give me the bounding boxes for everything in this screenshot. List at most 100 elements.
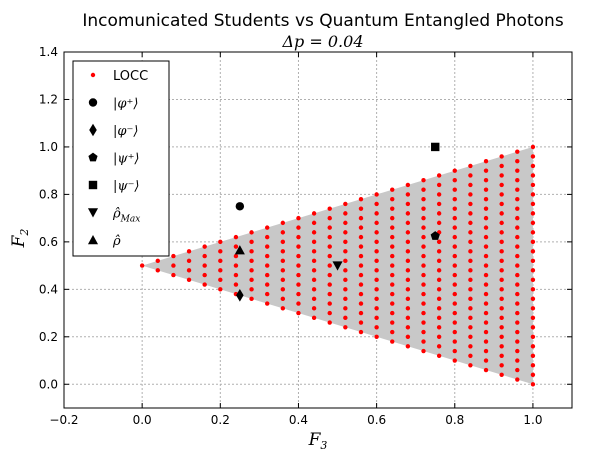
locc-point [390,244,395,249]
locc-point [343,220,348,226]
locc-point [405,258,411,264]
locc-point [515,177,520,183]
locc-point [358,253,364,259]
locc-point [374,258,379,264]
locc-point [515,206,520,211]
legend-label: ρ̂ [112,234,121,249]
locc-point [483,168,489,173]
locc-point [311,296,317,302]
locc-point [483,244,489,249]
locc-point [374,325,379,330]
locc-point [436,344,442,349]
locc-point [499,220,504,226]
locc-point [280,249,286,254]
locc-point [452,320,457,325]
locc-point [515,272,520,278]
locc-point [343,249,348,254]
locc-point [343,211,348,216]
locc-point [421,206,426,211]
locc-point [421,310,426,316]
locc-point [499,277,504,283]
locc-point [358,272,364,278]
locc-point [405,325,411,330]
locc-point [483,320,489,325]
legend-label: |φ⁻⟩ [113,124,138,139]
locc-point [311,268,317,273]
locc-point [405,344,411,349]
locc-point [530,154,536,159]
locc-point [186,249,192,254]
locc-point [530,201,536,207]
locc-point [452,272,457,278]
locc-point [483,282,489,287]
locc-point [515,244,520,249]
locc-point [515,158,520,164]
x-tick-label: −0.2 [49,413,78,427]
locc-point [530,363,536,368]
locc-point [202,272,207,278]
locc-point [311,220,317,226]
locc-point [374,306,379,311]
locc-point [499,306,504,311]
locc-point [390,234,395,240]
locc-point [483,215,489,221]
locc-point [515,310,520,316]
y-tick-label: 1.0 [39,140,58,154]
locc-point [499,296,504,302]
locc-point [405,277,411,283]
locc-point [218,239,223,245]
locc-point [515,168,520,173]
locc-point [499,353,504,358]
locc-point [499,334,504,339]
locc-point [390,320,395,325]
locc-point [530,163,536,169]
locc-point [327,234,332,240]
locc-point [296,263,301,268]
locc-point [280,230,286,235]
locc-point [265,253,270,259]
locc-point [515,282,520,287]
locc-point [186,258,192,264]
locc-point [530,334,536,339]
state-point-triangle-up [234,245,245,255]
locc-point [343,277,348,283]
locc-point [421,253,426,259]
locc-point [265,263,270,268]
locc-point [390,225,395,230]
locc-point [499,230,504,235]
locc-point [202,244,207,249]
locc-point [530,239,536,245]
locc-point [249,258,254,264]
locc-point [436,258,442,264]
x-axis-label: F3 [308,430,328,451]
locc-point [265,301,270,306]
locc-point [390,339,395,344]
locc-point [374,296,379,302]
locc-point [530,382,536,387]
locc-point [374,268,379,273]
locc-point [265,282,270,287]
locc-point [452,301,457,306]
locc-point [530,144,536,150]
locc-point [358,206,364,211]
locc-point [405,211,411,216]
locc-point [499,315,504,321]
locc-point [452,168,457,173]
locc-point [280,296,286,302]
locc-point [218,268,223,273]
locc-point [515,187,520,192]
locc-point [483,263,489,268]
locc-point [483,348,489,354]
locc-point [296,272,301,278]
locc-point [499,344,504,349]
locc-point [483,187,489,192]
locc-point [405,201,411,207]
locc-point [468,173,473,178]
chart-title: Incomunicated Students vs Quantum Entang… [82,11,564,31]
locc-point [421,272,426,278]
locc-point [452,177,457,183]
locc-point [515,348,520,354]
state-point-triangle-down [332,261,343,271]
locc-point [515,149,520,154]
locc-point [171,263,176,268]
